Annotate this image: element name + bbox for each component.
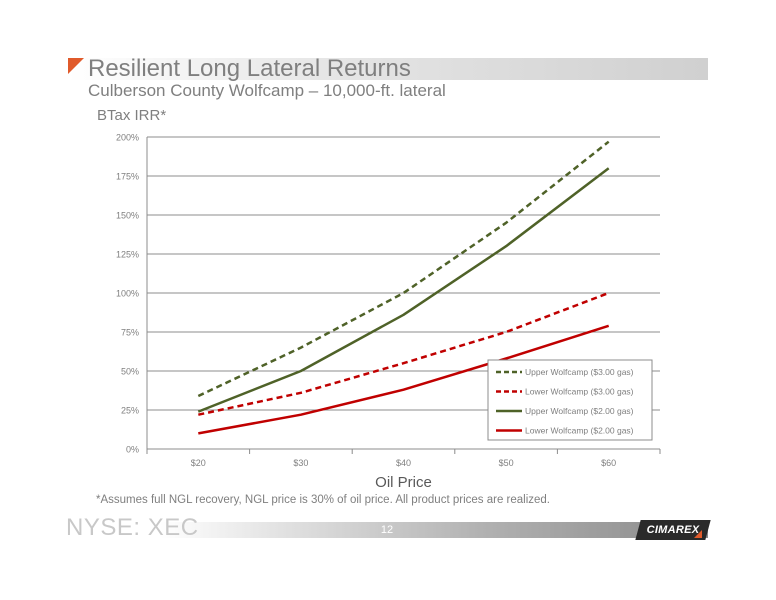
legend-label: Upper Wolfcamp ($3.00 gas) [525,367,634,377]
y-tick-label: 150% [116,211,139,221]
title-bar [68,58,708,80]
series-line [198,291,610,416]
series-line [197,167,610,413]
logo-accent-icon [694,530,702,538]
y-tick-label: 125% [116,250,139,260]
x-axis-label: Oil Price [375,474,432,491]
footnote: *Assumes full NGL recovery, NGL price is… [96,494,551,506]
slide-title: Resilient Long Lateral Returns [88,55,411,82]
x-tick-label: $30 [293,458,308,468]
footer-bar [160,522,708,538]
y-tick-label: 25% [121,406,139,416]
slide-subtitle: Culberson County Wolfcamp – 10,000-ft. l… [88,81,446,100]
company-logo-text: CIMAREX [646,524,700,536]
title-accent-triangle [68,58,84,74]
series-line [197,140,610,398]
legend-label: Lower Wolfcamp ($2.00 gas) [525,426,634,436]
x-tick-label: $40 [396,458,411,468]
y-tick-label: 0% [126,445,139,455]
x-tick-label: $20 [191,458,206,468]
y-tick-label: 50% [121,367,139,377]
y-tick-label: 200% [116,133,139,143]
x-tick-label: $50 [499,458,514,468]
ticker-label: NYSE: XEC [66,514,199,541]
x-tick-label: $60 [601,458,616,468]
y-axis-label: BTax IRR* [97,107,167,124]
y-tick-label: 75% [121,328,139,338]
page-number: 12 [380,524,394,536]
legend-label: Lower Wolfcamp ($3.00 gas) [525,387,634,397]
legend-box [487,359,653,441]
legend-label: Upper Wolfcamp ($2.00 gas) [525,406,634,416]
series-line [198,324,610,435]
y-tick-label: 175% [116,172,139,182]
y-tick-label: 100% [116,289,139,299]
